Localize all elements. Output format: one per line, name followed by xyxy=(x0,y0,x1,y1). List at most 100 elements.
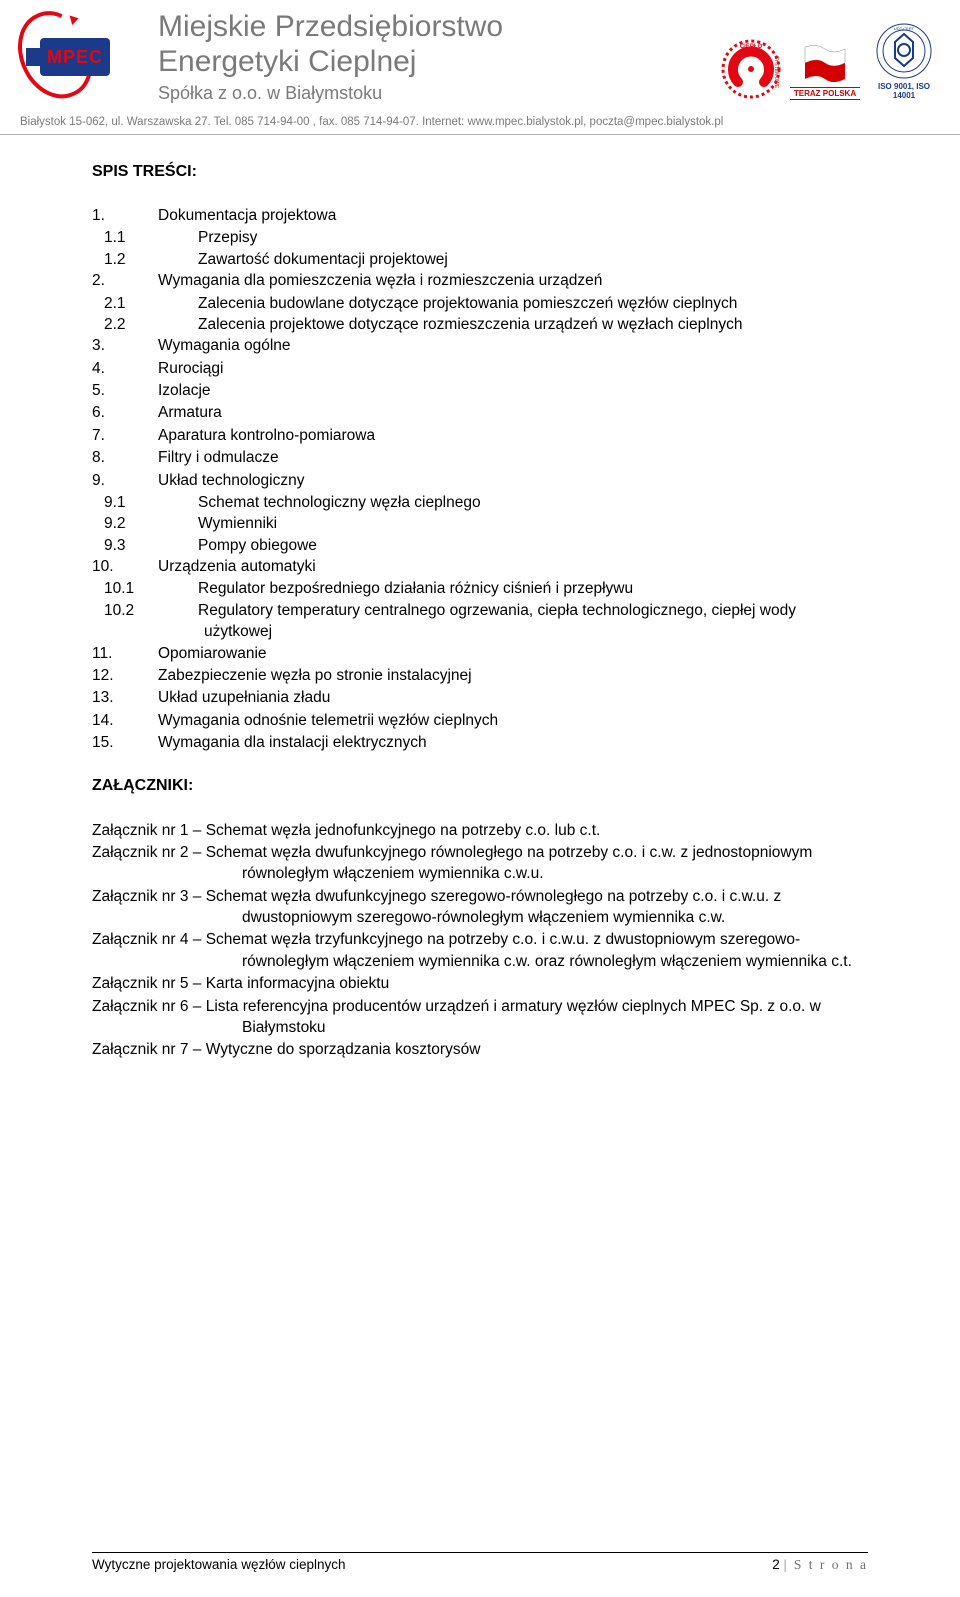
toc-list: 1.Dokumentacja projektowa1.1Przepisy1.2Z… xyxy=(92,205,868,753)
toc-item: 5.Izolacje xyxy=(156,380,868,401)
toc-text: Armatura xyxy=(158,404,222,421)
toc-text: Dokumentacja projektowa xyxy=(158,207,336,224)
toc-subnum: 10.2 xyxy=(154,600,198,621)
toc-num: 15. xyxy=(128,732,158,753)
attachments-list: Załącznik nr 1 – Schemat węzła jednofunk… xyxy=(92,820,868,1061)
toc-subitem: 9.1Schemat technologiczny węzła cieplneg… xyxy=(204,492,868,513)
toc-sublist: 1.1Przepisy1.2Zawartość dokumentacji pro… xyxy=(120,227,868,270)
toc-num: 8. xyxy=(128,447,158,468)
toc-text: Aparatura kontrolno-pomiarowa xyxy=(158,427,375,444)
toc-text: Rurociągi xyxy=(158,360,223,377)
header-row: MPEC Miejskie Przedsiębiorstwo Energetyk… xyxy=(20,10,940,105)
toc-text: Wymagania dla pomieszczenia węzła i rozm… xyxy=(158,272,602,289)
toc-num: 5. xyxy=(128,380,158,401)
toc-sublist: 10.1Regulator bezpośredniego działania r… xyxy=(120,578,868,642)
toc-text: Izolacje xyxy=(158,382,211,399)
attachment-item: Załącznik nr 3 – Schemat węzła dwufunkcy… xyxy=(92,886,868,929)
toc-num: 2. xyxy=(128,270,158,291)
footer-line: Wytyczne projektowania węzłów cieplnych … xyxy=(92,1552,868,1573)
toc-subtext: Regulator bezpośredniego działania różni… xyxy=(198,580,633,597)
toc-num: 4. xyxy=(128,358,158,379)
teraz-label: TERAZ POLSKA xyxy=(790,87,860,100)
toc-subnum: 1.2 xyxy=(154,249,198,270)
toc-item: 9.Układ technologiczny xyxy=(156,470,868,491)
company-sub: Spółka z o.o. w Białymstoku xyxy=(158,83,720,104)
company-line2: Energetyki Cieplnej xyxy=(158,45,720,80)
toc-item: 1.Dokumentacja projektowa xyxy=(156,205,868,226)
toc-subtext: Przepisy xyxy=(198,229,257,246)
toc-subtext: Zalecenia projektowe dotyczące rozmieszc… xyxy=(198,316,742,333)
svg-text:UDT-CERT: UDT-CERT xyxy=(894,26,915,31)
attachment-item: Załącznik nr 7 – Wytyczne do sporządzani… xyxy=(92,1039,868,1060)
attachment-line: Załącznik nr 5 – Karta informacyjna obie… xyxy=(92,973,868,994)
toc-text: Filtry i odmulacze xyxy=(158,449,279,466)
attachment-item: Załącznik nr 1 – Schemat węzła jednofunk… xyxy=(92,820,868,841)
toc-subnum: 9.1 xyxy=(154,492,198,513)
toc-subitem: 2.2Zalecenia projektowe dotyczące rozmie… xyxy=(204,314,868,335)
badges: CIEPŁO SYSTEMOWE TERAZ POLSKA xyxy=(720,10,940,100)
attachment-item: Załącznik nr 2 – Schemat węzła dwufunkcy… xyxy=(92,842,868,885)
toc-num: 10. xyxy=(128,556,158,577)
toc-subnum: 9.2 xyxy=(154,513,198,534)
toc-title: SPIS TREŚCI: xyxy=(92,161,868,183)
toc-subnum: 1.1 xyxy=(154,227,198,248)
footer-left: Wytyczne projektowania węzłów cieplnych xyxy=(92,1557,346,1573)
toc-num: 7. xyxy=(128,425,158,446)
iso-label: ISO 9001, ISO 14001 xyxy=(868,82,940,100)
toc-sublist: 9.1Schemat technologiczny węzła cieplneg… xyxy=(120,492,868,556)
toc-num: 6. xyxy=(128,402,158,423)
toc-text: Urządzenia automatyki xyxy=(158,558,316,575)
toc-subtext: Schemat technologiczny węzła cieplnego xyxy=(198,494,481,511)
toc-num: 11. xyxy=(128,643,158,664)
page-number: 2 xyxy=(772,1557,780,1572)
toc-sublist: 2.1Zalecenia budowlane dotyczące projekt… xyxy=(120,293,868,336)
toc-item: 3.Wymagania ogólne xyxy=(156,335,868,356)
toc-subnum: 9.3 xyxy=(154,535,198,556)
logo-text: MPEC xyxy=(47,47,103,68)
toc-subitem: 2.1Zalecenia budowlane dotyczące projekt… xyxy=(204,293,868,314)
toc-subtext: Zalecenia budowlane dotyczące projektowa… xyxy=(198,295,737,312)
toc-subtext: Wymienniki xyxy=(198,515,277,532)
attachment-line: Załącznik nr 3 – Schemat węzła dwufunkcy… xyxy=(92,886,868,929)
toc-subnum: 10.1 xyxy=(154,578,198,599)
teraz-polska-badge: TERAZ POLSKA xyxy=(790,43,860,100)
teraz-flag-icon xyxy=(801,43,849,85)
toc-item: 12.Zabezpieczenie węzła po stronie insta… xyxy=(156,665,868,686)
toc-item: 4.Rurociągi xyxy=(156,358,868,379)
toc-item: 10.Urządzenia automatyki xyxy=(156,556,868,577)
content: SPIS TREŚCI: 1.Dokumentacja projektowa1.… xyxy=(0,135,960,1082)
letterhead: MPEC Miejskie Przedsiębiorstwo Energetyk… xyxy=(0,0,960,105)
toc-item: 13.Układ uzupełniania zładu xyxy=(156,687,868,708)
toc-subitem: 10.1Regulator bezpośredniego działania r… xyxy=(204,578,868,599)
attachments-title: ZAŁĄCZNIKI: xyxy=(92,775,868,797)
toc-subtext: Zawartość dokumentacji projektowej xyxy=(198,251,448,268)
toc-subitem: 1.2Zawartość dokumentacji projektowej xyxy=(204,249,868,270)
toc-subtext: Pompy obiegowe xyxy=(198,537,317,554)
toc-text: Wymagania ogólne xyxy=(158,337,291,354)
company-block: Miejskie Przedsiębiorstwo Energetyki Cie… xyxy=(158,10,720,104)
attachment-item: Załącznik nr 5 – Karta informacyjna obie… xyxy=(92,973,868,994)
page-label: | S t r o n a xyxy=(784,1557,868,1572)
company-line1: Miejskie Przedsiębiorstwo xyxy=(158,10,720,45)
toc-item: 6.Armatura xyxy=(156,402,868,423)
toc-subnum: 2.1 xyxy=(154,293,198,314)
iso-cert-icon: UDT-CERT xyxy=(875,22,933,80)
attachment-item: Załącznik nr 6 – Lista referencyjna prod… xyxy=(92,996,868,1039)
toc-text: Opomiarowanie xyxy=(158,645,267,662)
toc-text: Układ uzupełniania zładu xyxy=(158,689,330,706)
toc-item: 14.Wymagania odnośnie telemetrii węzłów … xyxy=(156,710,868,731)
cieplo-badge-icon: CIEPŁO SYSTEMOWE xyxy=(720,38,782,100)
toc-text: Zabezpieczenie węzła po stronie instalac… xyxy=(158,667,472,684)
toc-num: 3. xyxy=(128,335,158,356)
toc-item: 2.Wymagania dla pomieszczenia węzła i ro… xyxy=(156,270,868,291)
footer: Wytyczne projektowania węzłów cieplnych … xyxy=(0,1552,960,1573)
attachment-line: Załącznik nr 7 – Wytyczne do sporządzani… xyxy=(92,1039,868,1060)
toc-item: 15.Wymagania dla instalacji elektrycznyc… xyxy=(156,732,868,753)
toc-num: 1. xyxy=(128,205,158,226)
logo-badge: MPEC xyxy=(40,38,110,76)
toc-num: 14. xyxy=(128,710,158,731)
toc-text: Wymagania dla instalacji elektrycznych xyxy=(158,734,427,751)
attachment-item: Załącznik nr 4 – Schemat węzła trzyfunkc… xyxy=(92,929,868,972)
toc-subitem: 9.2Wymienniki xyxy=(204,513,868,534)
iso-badge: UDT-CERT ISO 9001, ISO 14001 xyxy=(868,22,940,100)
